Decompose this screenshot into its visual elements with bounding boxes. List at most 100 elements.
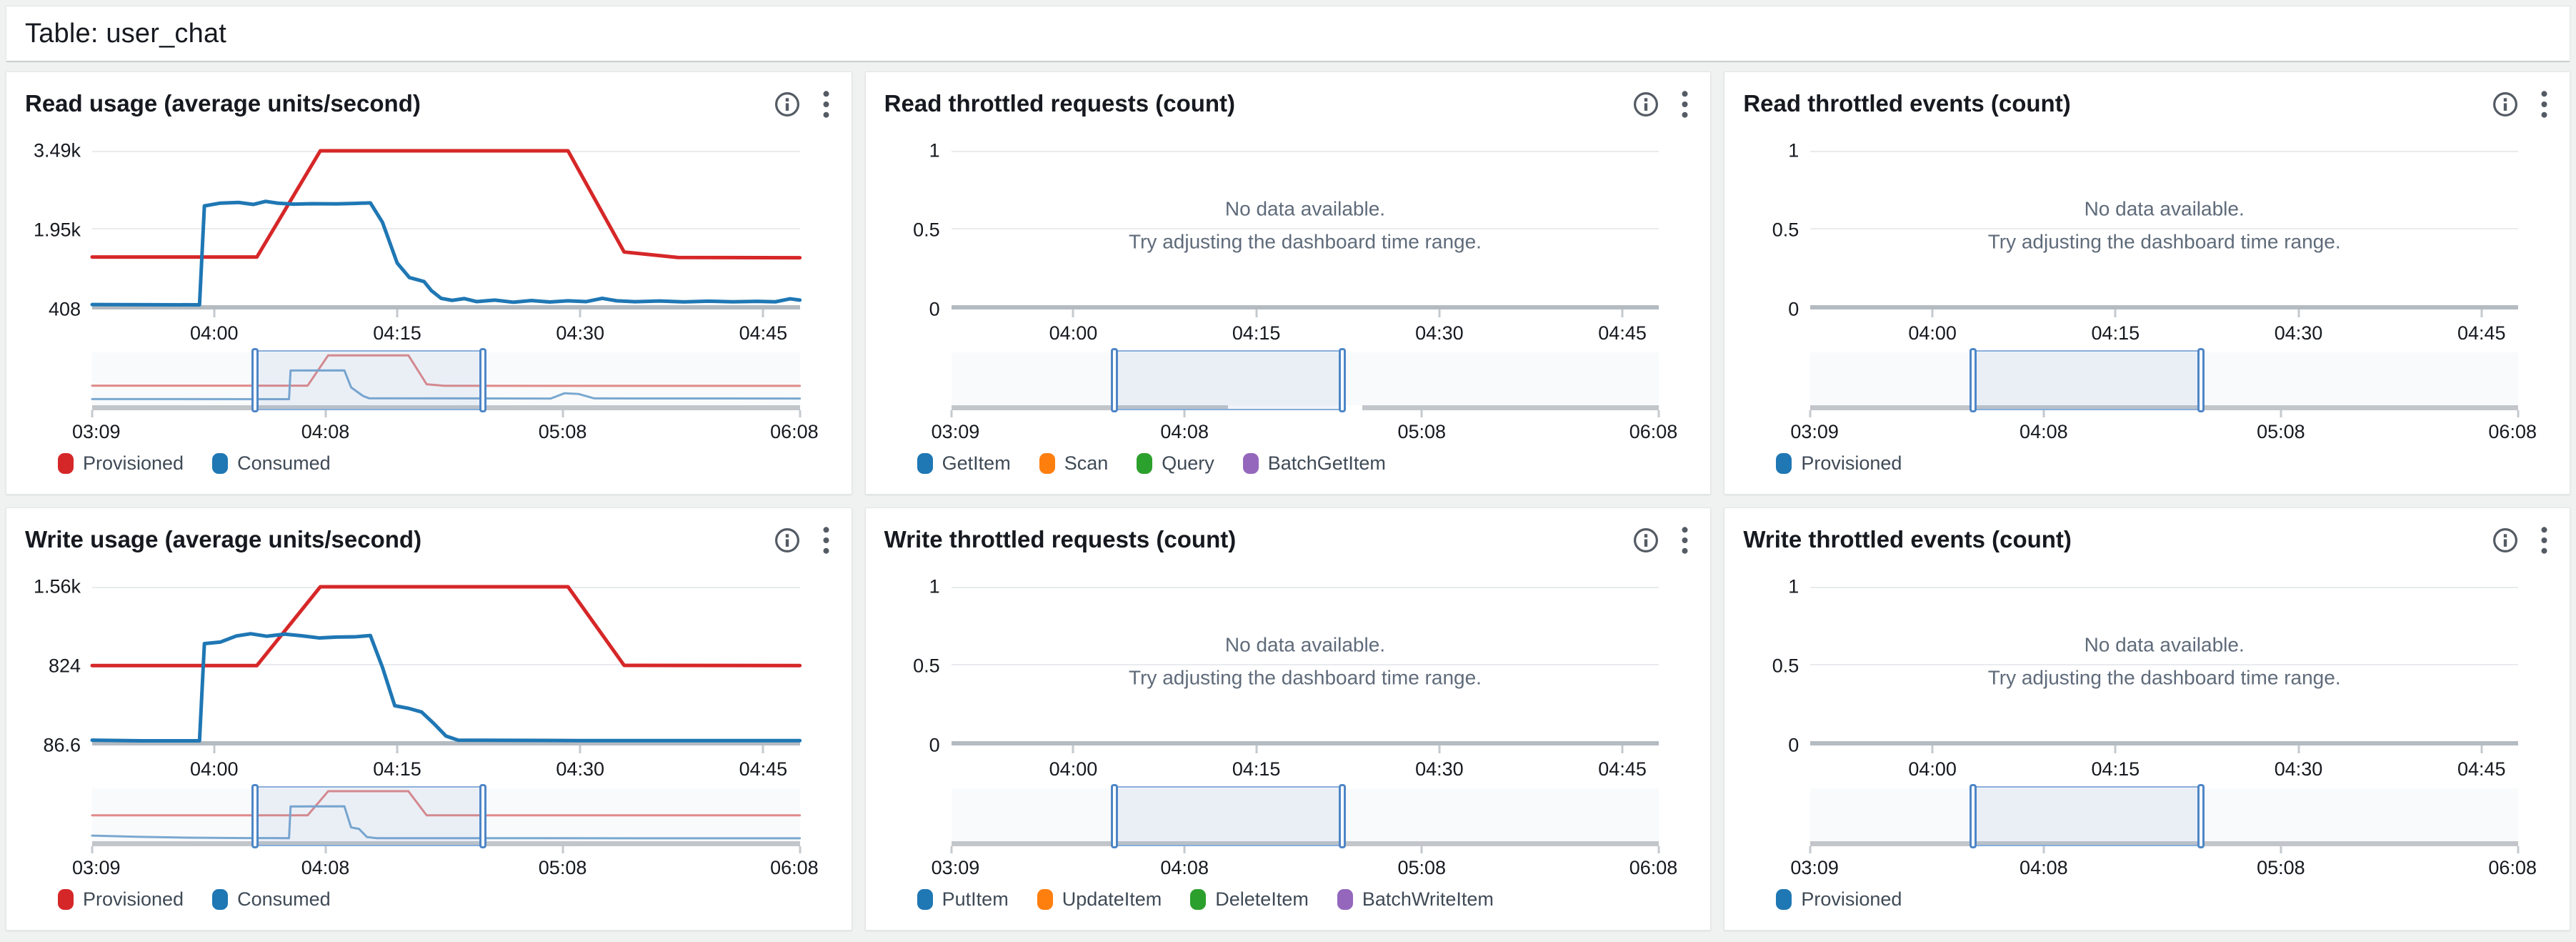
y-tick-label: 0.5 bbox=[1772, 655, 1799, 677]
legend-item[interactable]: Scan bbox=[1039, 452, 1108, 475]
brush-handle-right[interactable] bbox=[2197, 348, 2205, 412]
info-icon bbox=[774, 91, 799, 117]
legend: Provisioned bbox=[1776, 452, 2548, 475]
legend-item[interactable]: GetItem bbox=[917, 452, 1011, 475]
legend-item[interactable]: Provisioned bbox=[58, 452, 184, 475]
legend-label: GetItem bbox=[942, 452, 1011, 474]
kebab-menu-button[interactable] bbox=[2540, 89, 2548, 119]
x-tick-mark bbox=[1438, 745, 1441, 753]
brush-selection-window[interactable] bbox=[1970, 348, 2205, 412]
brush-tick-mark bbox=[1183, 410, 1186, 417]
legend-label: Query bbox=[1162, 452, 1214, 474]
x-axis-labels: 04:00 04:15 04:30 04:45 bbox=[1810, 309, 2518, 349]
x-tick-label: 04:15 bbox=[2091, 758, 2140, 780]
legend-item[interactable]: Query bbox=[1137, 452, 1214, 475]
brush-selection-window[interactable] bbox=[1110, 784, 1346, 848]
brush-selection-window[interactable] bbox=[1110, 348, 1346, 412]
legend-item[interactable]: Provisioned bbox=[1776, 888, 1902, 911]
info-button[interactable] bbox=[1632, 91, 1659, 118]
legend-item[interactable]: DeleteItem bbox=[1190, 888, 1309, 911]
x-tick-mark bbox=[1621, 745, 1624, 753]
brush-handle-left[interactable] bbox=[1970, 348, 1977, 412]
info-button[interactable] bbox=[774, 91, 801, 118]
legend-item[interactable]: BatchWriteItem bbox=[1337, 888, 1494, 911]
brush-handle-right[interactable] bbox=[2197, 784, 2205, 848]
info-button[interactable] bbox=[2492, 527, 2519, 554]
chart-plot-area[interactable]: No data available. Try adjusting the das… bbox=[951, 151, 1659, 317]
y-tick-label: 1.95k bbox=[33, 219, 81, 241]
y-tick-label: 0.5 bbox=[1772, 219, 1799, 241]
info-button[interactable] bbox=[2492, 91, 2519, 118]
panel-actions bbox=[774, 88, 830, 119]
brush-handle-left[interactable] bbox=[251, 348, 259, 412]
timeline-brush[interactable] bbox=[1809, 784, 2520, 853]
timeline-brush[interactable] bbox=[950, 784, 1660, 853]
brush-selection-window[interactable] bbox=[251, 784, 486, 848]
brush-tick-label: 03:09 bbox=[1790, 421, 1839, 442]
brush-tick-mark bbox=[799, 410, 802, 417]
timeline-brush[interactable] bbox=[950, 348, 1660, 417]
timeline-brush[interactable] bbox=[1809, 348, 2520, 417]
kebab-menu-button[interactable] bbox=[822, 525, 830, 555]
brush-selection-window[interactable] bbox=[1970, 784, 2205, 848]
panel-title: Read throttled requests (count) bbox=[884, 90, 1236, 116]
gridline-top bbox=[951, 587, 1659, 588]
info-icon bbox=[1634, 527, 1659, 553]
y-tick-label: 408 bbox=[48, 298, 81, 320]
brush-tick-label: 04:08 bbox=[1160, 421, 1209, 442]
panel-title: Read usage (average units/second) bbox=[25, 90, 421, 116]
brush-handle-right[interactable] bbox=[1338, 348, 1346, 412]
panel-actions bbox=[2492, 88, 2548, 119]
timeline-brush[interactable] bbox=[91, 784, 802, 853]
legend-swatch bbox=[1337, 889, 1353, 910]
legend-item[interactable]: Provisioned bbox=[58, 888, 184, 911]
x-tick-mark bbox=[213, 745, 216, 753]
brush-handle-right[interactable] bbox=[479, 784, 486, 848]
brush-selection-window[interactable] bbox=[251, 348, 486, 412]
brush-tick-label: 03:09 bbox=[72, 421, 121, 442]
brush-handle-left[interactable] bbox=[1110, 784, 1118, 848]
x-tick-label: 04:45 bbox=[2457, 322, 2506, 344]
legend-item[interactable]: Consumed bbox=[212, 452, 331, 475]
brush-tick-label: 05:08 bbox=[1397, 857, 1447, 878]
y-axis-labels: 1 0.5 0 bbox=[884, 140, 940, 320]
panel-title: Write throttled requests (count) bbox=[884, 526, 1237, 552]
chart-plot-area[interactable]: No data available. Try adjusting the das… bbox=[951, 587, 1659, 753]
kebab-menu-button[interactable] bbox=[822, 89, 830, 119]
kebab-menu-button[interactable] bbox=[1681, 89, 1689, 119]
brush-handle-right[interactable] bbox=[1338, 784, 1346, 848]
chart-series bbox=[92, 587, 800, 741]
kebab-menu-button[interactable] bbox=[1681, 525, 1689, 555]
legend-swatch bbox=[212, 889, 229, 910]
legend-item[interactable]: BatchGetItem bbox=[1242, 452, 1386, 475]
legend-item[interactable]: Consumed bbox=[212, 888, 331, 911]
kebab-menu-icon bbox=[823, 527, 829, 554]
no-data-line2: Try adjusting the dashboard time range. bbox=[1987, 666, 2341, 689]
brush-tick-label: 06:08 bbox=[1629, 421, 1678, 442]
gridline-middle bbox=[92, 664, 800, 665]
brush-handle-left[interactable] bbox=[1110, 348, 1118, 412]
legend-item[interactable]: Provisioned bbox=[1776, 452, 1902, 475]
chart-plot-area[interactable] bbox=[92, 151, 800, 317]
x-tick-label: 04:45 bbox=[739, 322, 788, 344]
legend-item[interactable]: UpdateItem bbox=[1037, 888, 1162, 911]
timeline-brush[interactable] bbox=[91, 348, 802, 417]
info-button[interactable] bbox=[1632, 527, 1659, 554]
kebab-menu-button[interactable] bbox=[2540, 525, 2548, 555]
chart-plot-area[interactable]: No data available. Try adjusting the das… bbox=[1810, 587, 2518, 753]
no-data-line2: Try adjusting the dashboard time range. bbox=[1129, 230, 1482, 253]
brush-handle-left[interactable] bbox=[1970, 784, 1977, 848]
x-tick-mark bbox=[2297, 745, 2300, 753]
info-button[interactable] bbox=[774, 527, 801, 554]
chart-plot-area[interactable]: No data available. Try adjusting the das… bbox=[1810, 151, 2518, 317]
x-tick-label: 04:30 bbox=[2274, 322, 2323, 344]
info-icon bbox=[774, 527, 799, 553]
x-tick-mark bbox=[1621, 309, 1624, 317]
brush-handle-left[interactable] bbox=[251, 784, 259, 848]
series-line-consumed bbox=[92, 370, 800, 399]
brush-tick-label: 03:09 bbox=[931, 857, 980, 878]
no-data-line2: Try adjusting the dashboard time range. bbox=[1987, 230, 2341, 253]
brush-handle-right[interactable] bbox=[479, 348, 486, 412]
chart-plot-area[interactable] bbox=[92, 587, 800, 753]
legend-item[interactable]: PutItem bbox=[917, 888, 1009, 911]
